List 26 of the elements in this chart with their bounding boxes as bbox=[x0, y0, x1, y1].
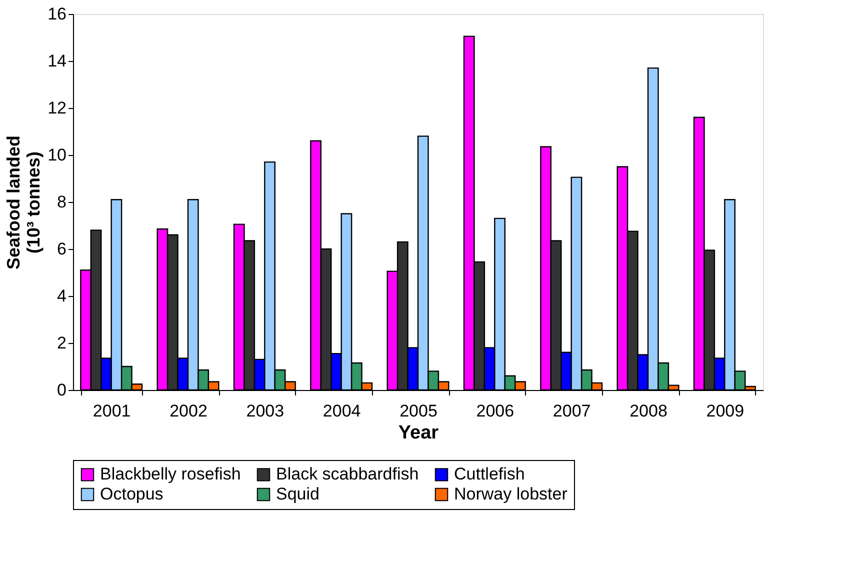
y-tick-label: 2 bbox=[57, 334, 66, 352]
x-tick-label: 2006 bbox=[476, 402, 514, 420]
x-tick-label: 2003 bbox=[246, 402, 284, 420]
y-tick-label: 4 bbox=[57, 286, 66, 306]
y-tick-label: 12 bbox=[48, 98, 66, 118]
legend-label: Blackbelly rosefish bbox=[100, 464, 241, 484]
legend-label: Norway lobster bbox=[454, 484, 568, 504]
y-tick-label: 10 bbox=[48, 146, 66, 164]
x-tick-label: 2001 bbox=[92, 402, 131, 420]
x-tick-label: 2004 bbox=[322, 402, 361, 420]
legend-label: Squid bbox=[276, 484, 320, 504]
x-tick-label: 2007 bbox=[552, 402, 591, 420]
x-tick-label: 2008 bbox=[630, 402, 668, 420]
x-tick-label: 2005 bbox=[400, 402, 438, 420]
legend-label: Cuttlefish bbox=[454, 464, 525, 484]
y-axis-title: Seafood landed (10³ tonnes) bbox=[4, 135, 44, 270]
x-tick-label: 2002 bbox=[170, 402, 208, 420]
y-tick-label: 14 bbox=[48, 52, 66, 70]
y-tick-label: 0 bbox=[57, 380, 66, 400]
y-tick-label: 6 bbox=[57, 240, 66, 258]
y-tick-label: 8 bbox=[57, 192, 66, 212]
legend-label: Black scabbardfish bbox=[276, 464, 419, 484]
x-axis-title: Year bbox=[398, 422, 440, 444]
legend-label: Octopus bbox=[100, 484, 164, 504]
y-tick-label: 16 bbox=[48, 4, 66, 24]
x-tick-label: 2009 bbox=[706, 402, 744, 420]
